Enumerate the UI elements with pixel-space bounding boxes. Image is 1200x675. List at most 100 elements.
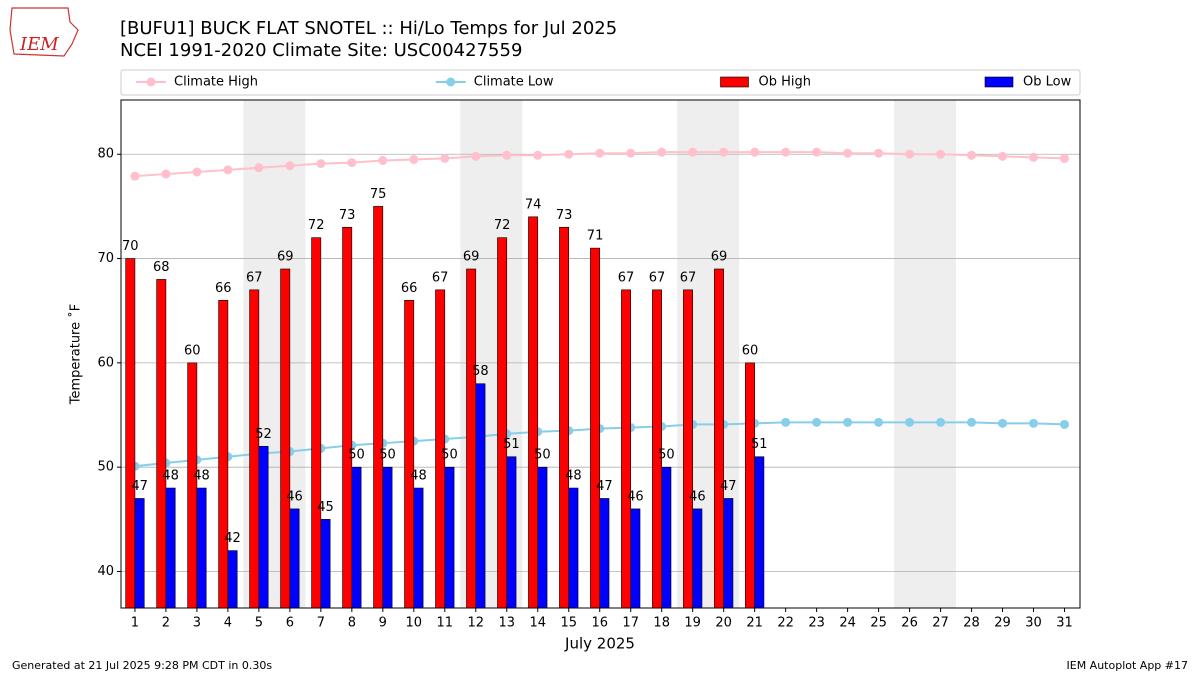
x-tick-label: 18 <box>653 616 670 631</box>
line-marker <box>998 151 1008 161</box>
logo-text: IEM <box>19 34 59 55</box>
line-marker <box>1029 418 1039 428</box>
x-tick-label: 1 <box>131 616 139 631</box>
data-label: 73 <box>556 208 573 223</box>
bar <box>683 289 693 609</box>
line-marker <box>998 418 1008 428</box>
data-label: 75 <box>370 187 387 202</box>
x-tick-label: 3 <box>193 616 201 631</box>
x-tick-label: 26 <box>901 616 918 631</box>
data-label: 48 <box>410 469 427 484</box>
x-tick-label: 20 <box>715 616 732 631</box>
x-tick-label: 13 <box>498 616 515 631</box>
x-tick-label: 19 <box>684 616 701 631</box>
line-marker <box>657 147 667 157</box>
x-tick-label: 22 <box>777 616 794 631</box>
line-marker <box>936 417 946 427</box>
x-tick-label: 30 <box>1025 616 1042 631</box>
x-tick-label: 24 <box>839 616 856 631</box>
legend-label: Climate High <box>174 75 258 90</box>
bar <box>745 362 755 609</box>
line-marker <box>192 167 202 177</box>
bar <box>227 550 238 609</box>
data-label: 60 <box>184 343 201 358</box>
line-marker <box>874 148 884 158</box>
bar <box>528 216 539 609</box>
bar <box>692 508 703 609</box>
line-marker <box>595 148 605 158</box>
line-marker <box>812 147 822 157</box>
data-label: 69 <box>463 249 480 264</box>
x-axis-label: July 2025 <box>564 635 635 653</box>
bar <box>559 226 570 609</box>
bar <box>661 466 672 609</box>
x-tick-label: 16 <box>591 616 608 631</box>
data-label: 46 <box>627 489 644 504</box>
legend-label: Ob High <box>759 75 812 90</box>
bar <box>506 456 517 609</box>
data-label: 71 <box>587 229 604 244</box>
data-label: 47 <box>131 479 148 494</box>
line-marker <box>843 417 853 427</box>
bar <box>590 247 601 609</box>
data-label: 50 <box>348 448 365 463</box>
bar <box>196 487 207 609</box>
data-label: 69 <box>277 249 294 264</box>
legend-swatch <box>984 76 1014 88</box>
x-tick-label: 21 <box>746 616 763 631</box>
y-tick-label: 60 <box>97 355 114 370</box>
data-label: 66 <box>215 281 232 296</box>
line-marker <box>502 150 512 160</box>
bar <box>373 206 384 609</box>
bar <box>444 466 455 609</box>
data-label: 72 <box>494 218 511 233</box>
bar <box>466 268 477 609</box>
data-label: 70 <box>122 239 139 254</box>
x-tick-label: 6 <box>286 616 294 631</box>
bar <box>621 289 632 609</box>
data-label: 72 <box>308 218 325 233</box>
bar <box>165 487 176 609</box>
bar <box>156 279 167 609</box>
line-marker <box>843 148 853 158</box>
legend-box <box>120 69 1081 96</box>
x-tick-label: 27 <box>932 616 949 631</box>
chart-subtitle: NCEI 1991-2020 Climate Site: USC00427559 <box>120 40 522 61</box>
x-tick-label: 28 <box>963 616 980 631</box>
legend-marker <box>446 77 456 87</box>
x-tick-label: 12 <box>468 616 485 631</box>
line-marker <box>440 153 450 163</box>
line-marker <box>812 417 822 427</box>
line-marker <box>1060 153 1070 163</box>
bar <box>723 498 734 609</box>
data-label: 67 <box>618 270 635 285</box>
bar <box>599 498 610 609</box>
line-marker <box>688 147 698 157</box>
x-tick-label: 2 <box>162 616 170 631</box>
line-marker <box>409 154 419 164</box>
bar <box>630 508 641 609</box>
bar <box>218 299 229 609</box>
line-marker <box>626 148 636 158</box>
line-marker <box>874 417 884 427</box>
line-marker <box>750 147 760 157</box>
y-tick-label: 40 <box>97 564 114 579</box>
line-marker <box>905 417 915 427</box>
line-marker <box>719 147 729 157</box>
data-label: 42 <box>224 531 241 546</box>
line-marker <box>1060 419 1070 429</box>
x-tick-label: 23 <box>808 616 825 631</box>
line-marker <box>378 156 388 166</box>
data-label: 48 <box>193 469 210 484</box>
x-tick-label: 25 <box>870 616 887 631</box>
x-tick-label: 15 <box>560 616 577 631</box>
y-axis-label: Temperature ˚F <box>68 304 84 405</box>
line-marker <box>285 161 295 171</box>
data-label: 50 <box>379 448 396 463</box>
plot-frame <box>120 99 1081 609</box>
data-label: 48 <box>565 469 582 484</box>
line-marker <box>781 147 791 157</box>
logo: IEM <box>9 7 79 57</box>
x-tick-label: 7 <box>317 616 325 631</box>
data-label: 58 <box>472 364 489 379</box>
